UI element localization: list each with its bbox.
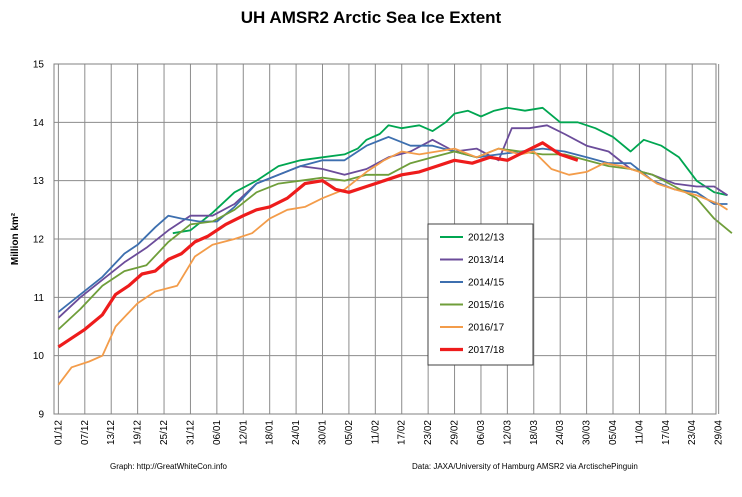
chart-title: UH AMSR2 Arctic Sea Ice Extent	[240, 8, 502, 27]
x-tick-label: 23/02	[423, 420, 434, 445]
x-tick-label: 30/01	[318, 420, 329, 445]
legend-label: 2017/18	[468, 345, 505, 356]
legend-label: 2012/13	[468, 233, 505, 244]
legend-label: 2013/14	[468, 255, 505, 266]
y-tick-label: 14	[33, 118, 45, 129]
legend-label: 2016/17	[468, 323, 505, 334]
x-tick-label: 17/02	[397, 420, 408, 445]
x-tick-label: 12/03	[502, 420, 513, 445]
x-tick-label: 31/12	[185, 420, 196, 445]
x-tick-label: 01/12	[53, 420, 64, 445]
x-tick-label: 11/02	[370, 420, 381, 445]
x-tick-label: 06/01	[212, 420, 223, 445]
y-axis-title: Million km²	[10, 212, 21, 265]
x-tick-label: 18/01	[265, 420, 276, 445]
legend-box	[427, 223, 534, 366]
x-tick-label: 24/03	[555, 420, 566, 445]
x-tick-label: 29/02	[450, 420, 461, 445]
y-tick-label: 9	[38, 410, 44, 421]
x-tick-label: 11/04	[634, 420, 645, 445]
series-line-2016-17	[57, 147, 728, 386]
y-tick-label: 12	[33, 235, 45, 246]
y-tick-label: 15	[33, 60, 45, 71]
legend-label: 2014/15	[468, 278, 505, 289]
x-tick-label: 19/12	[133, 420, 144, 445]
series-line-2013-14	[57, 124, 728, 319]
series-line-2017-18	[57, 141, 579, 349]
x-tick-label: 29/04	[714, 420, 725, 445]
y-tick-label: 11	[34, 293, 45, 304]
x-tick-label: 06/03	[476, 420, 487, 445]
x-tick-label: 13/12	[106, 420, 117, 445]
x-tick-label: 12/01	[238, 420, 249, 445]
legend-label: 2015/16	[468, 300, 505, 311]
x-tick-label: 07/12	[80, 420, 91, 445]
x-tick-label: 17/04	[661, 420, 672, 445]
x-tick-label: 25/12	[159, 420, 170, 445]
credit-graph-source: Graph: http://GreatWhiteCon.info	[110, 462, 227, 471]
series-line-2012-13	[172, 106, 728, 235]
series-layer	[57, 106, 733, 386]
legend-items: 2012/13 2013/14 2014/15 2015/16 2016/17 2017/…	[440, 233, 505, 356]
x-tick-label: 05/04	[608, 420, 619, 445]
x-tick-label: 23/04	[687, 420, 698, 445]
x-tick-label: 05/02	[344, 420, 355, 445]
x-tick-label: 30/03	[582, 420, 593, 445]
axis-label-layer: 9 10 11 12 13 14 15 01/12 07/12 13/12 19/12 25/12 31…	[33, 60, 725, 446]
series-line-2014-15	[57, 135, 728, 313]
credit-data-source: Data: JAXA/University of Hamburg AMSR2 v…	[412, 462, 638, 471]
y-tick-label: 10	[33, 351, 45, 362]
legend: 2012/13 2013/14 2014/15 2015/16 2016/17 2017/…	[427, 223, 534, 366]
grid-layer	[54, 64, 720, 414]
x-tick-label: 18/03	[529, 420, 540, 445]
x-tick-label: 24/01	[291, 420, 302, 445]
plot-area-border	[53, 63, 717, 415]
y-tick-label: 13	[33, 176, 45, 187]
